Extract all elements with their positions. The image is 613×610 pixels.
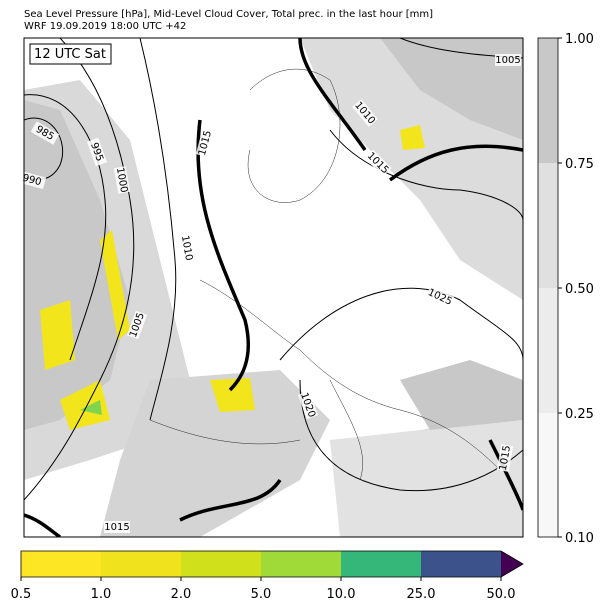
contour-label-bg	[195, 128, 215, 158]
contour-label: 1000	[114, 167, 129, 194]
contour-label-bg	[364, 149, 392, 177]
cloud-cover	[24, 38, 523, 537]
contour-label-bg	[17, 170, 47, 190]
tick-label: 2.0	[171, 587, 192, 602]
contour-label-bg	[425, 286, 455, 308]
tick-label: 1.00	[565, 32, 594, 47]
contour-label-bg	[86, 137, 108, 167]
cloud-colorbar: 1.00 0.75 0.50 0.25 0.10	[537, 32, 594, 546]
contour-label-bg	[178, 234, 196, 262]
contour-label: 990	[21, 173, 42, 189]
tick-label: 50.0	[487, 587, 516, 602]
time-label: 12 UTC Sat	[34, 47, 106, 62]
contour-label-bg	[495, 54, 521, 66]
contour-label-bg	[30, 121, 60, 145]
precip-colorbar: 0.5 1.0 2.0 5.0 10.0 25.0 50.0	[11, 550, 524, 602]
tick-label: 0.50	[565, 282, 594, 297]
contour-label: 1010	[179, 235, 194, 262]
tick-label: 0.75	[565, 157, 594, 172]
contour-label-bg	[496, 444, 514, 472]
coastlines	[149, 68, 501, 481]
map: 9859909951000100510101015101510101005102…	[17, 37, 524, 538]
contour-label: 1005	[495, 55, 520, 66]
subtitle: WRF 19.09.2019 18:00 UTC +42	[24, 21, 186, 32]
tick-label: 10.0	[327, 587, 356, 602]
contour-label: 1015	[498, 445, 513, 472]
tick-label: 25.0	[407, 587, 436, 602]
contour-label-bg	[126, 310, 148, 340]
tick-label: 0.10	[565, 531, 594, 546]
title: Sea Level Pressure [hPa], Mid-Level Clou…	[24, 9, 433, 20]
contour-label-bg	[352, 99, 378, 127]
tick-label: 0.25	[565, 407, 594, 422]
contour-label-bg	[104, 521, 130, 533]
contour-label: 1015	[104, 522, 129, 533]
contour-label-bg	[297, 390, 319, 420]
tick-label: 0.5	[11, 587, 32, 602]
tick-label: 5.0	[251, 587, 272, 602]
tick-label: 1.0	[91, 587, 112, 602]
contour-label-bg	[113, 166, 131, 194]
